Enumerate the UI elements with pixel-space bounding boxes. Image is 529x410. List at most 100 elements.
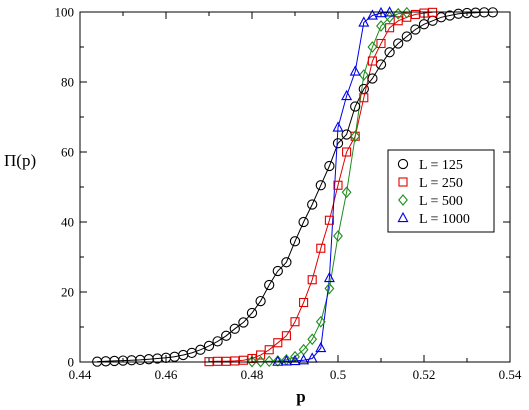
series-0-point [212,336,223,347]
x-axis-label: p [296,387,305,406]
axis-ticks: 0.44 0.46 0.48 0.5 0.52 0.54 0 20 40 60 80 100 [55,5,522,383]
series-0-point [203,340,215,352]
series-1-point [299,297,309,308]
series-3-point [298,354,310,365]
series-1-point [230,356,240,366]
y-tick-label: 20 [61,285,74,300]
series-0-point [221,330,232,341]
series-0-point [324,160,335,172]
series-0-point [229,323,240,334]
series-0-point [410,24,421,35]
series-2-point [333,230,343,242]
x-tick-label: 0.52 [413,367,436,382]
series-2-point [324,282,335,295]
series-3-point [323,271,335,283]
series-0-point [461,7,473,19]
series-0-point [453,8,464,19]
series-0-point [384,47,395,58]
series-0-point [315,180,326,191]
series-3-point [280,355,292,366]
legend-label-2: L = 500 [419,194,463,209]
y-tick-label: 40 [61,215,74,230]
legend-marker-3 [397,211,409,223]
series-0-point [307,199,318,210]
series-3-point [366,9,378,20]
series-2-point [264,355,275,368]
y-tick-label: 80 [61,75,74,90]
legend-label-0: L = 125 [419,158,463,173]
series-0-point [298,216,309,228]
x-tick-label: 0.44 [69,367,92,382]
series-1-point [333,180,343,190]
series-0-point [264,279,275,291]
series-1-point [238,355,248,365]
series-3-point [315,341,327,353]
y-axis-label: Π(p) [4,151,36,170]
series-2-point [247,355,257,368]
series-0-point [332,138,344,149]
series-2-point [307,333,318,346]
series-1-point [281,331,291,341]
series-2-point [315,315,326,328]
series-3-point [349,65,361,76]
series-0-point [195,344,206,355]
legend-marker-1 [398,177,408,187]
series-1-point [273,338,283,348]
y-tick-label: 0 [68,355,75,370]
series-0-point [281,257,292,268]
series-0-point [100,356,111,367]
legend-label-1: L = 250 [419,176,463,191]
series-0-point [135,354,146,366]
series-2-point [341,186,352,199]
series-curve-2 [252,12,407,363]
x-tick-label: 0.46 [155,367,178,382]
series-1-point [324,215,334,225]
series-curve-0 [97,11,493,363]
series-1-point [290,317,300,327]
series-3-point [332,121,344,132]
series-3-point [358,16,370,27]
series-1-point [316,243,326,253]
y-tick-label: 60 [61,145,74,160]
series-1-point [307,275,317,285]
series-0-point [255,295,266,307]
series-0-point [418,19,430,30]
legend-marker-2 [398,194,408,206]
series-3-point [341,89,353,101]
series-0-point [109,355,120,367]
x-tick-label: 0.5 [330,367,346,382]
series-2-point [367,41,378,53]
series-1-point [385,23,395,33]
series-1-point [264,345,274,355]
x-tick-label: 0.54 [499,367,522,382]
series-3-point [289,354,301,366]
legend: L = 125 L = 250 L = 500 L = 1000 [387,149,495,233]
series-0-point [401,31,412,42]
series-0-point [246,307,258,319]
series-1-point [213,356,223,366]
series-1-point [342,147,352,157]
legend-label-3: L = 1000 [419,212,470,227]
series-2-point [350,130,361,143]
series-0-point [470,7,481,18]
series-0-point [117,355,129,366]
x-tick-label: 0.48 [241,367,264,382]
series-1-point [393,16,403,26]
series-1-point [410,9,420,19]
series-0-point [152,353,163,364]
series-curve-1 [208,11,433,363]
series-2-point [401,6,412,19]
series-0-point [393,38,404,49]
series-1-point [256,350,266,360]
series-1-point [221,356,231,366]
series-0-point [126,355,137,366]
series-0-point [367,73,378,84]
series-1-point [359,93,369,103]
series-0-point [238,317,249,328]
series-0-point [350,101,361,112]
series-1-point [402,12,412,22]
series-0-point [143,354,154,365]
series-1-point [367,56,377,66]
series-1-point [376,38,386,49]
